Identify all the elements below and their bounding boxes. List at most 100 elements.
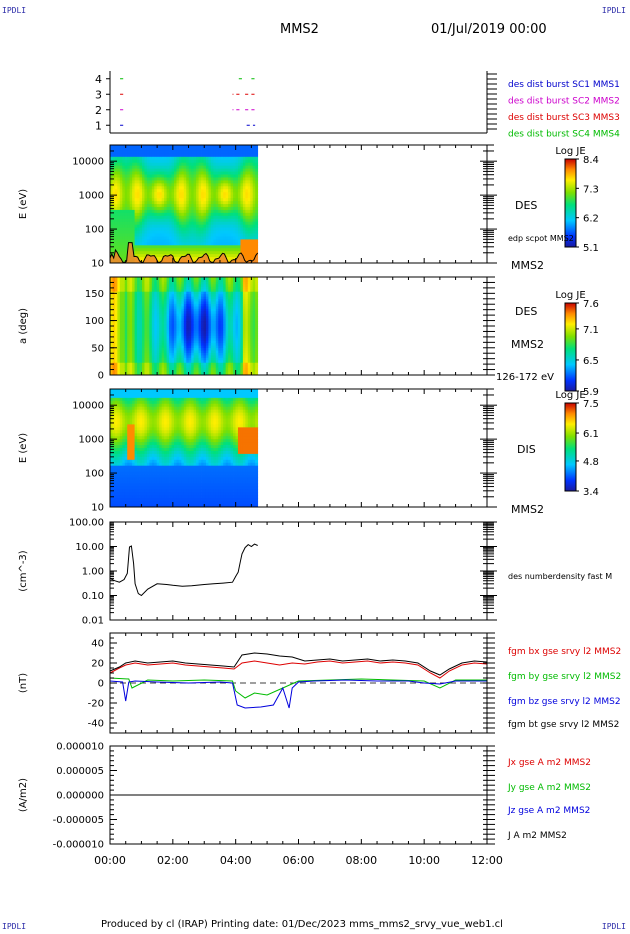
spectrogram-cell [203,177,207,181]
spectrogram-cell [223,236,227,240]
spectrogram-cell [235,150,239,155]
spectrogram-cell [112,192,116,196]
spectrogram-cell [119,306,123,310]
spectrogram-cell [228,201,231,205]
spectrogram-cell [193,236,197,240]
spectrogram-cell [144,303,148,307]
spectrogram-cell [144,248,148,252]
spectrogram-cell [181,206,185,211]
spectrogram-cell [208,281,212,285]
spectrogram-cell [151,289,155,293]
spectrogram-cell [225,301,229,305]
spectrogram-cell [173,355,177,359]
spectrogram-cell [154,362,158,366]
spectrogram-cell [220,245,224,249]
spectrogram-cell [198,340,202,344]
spectrogram-cell [127,365,131,369]
spectrogram-cell [112,477,116,481]
spectrogram-cell [191,360,195,364]
spectrogram-cell [196,345,199,349]
spectrogram-cell [171,294,175,297]
spectrogram-cell [245,313,249,317]
spectrogram-cell [225,251,229,255]
spectrogram-cell [188,189,192,193]
spectrogram-cell [156,227,160,231]
spectrogram-cell [230,279,234,283]
spectrogram-cell [132,218,136,223]
spectrogram-cell [215,162,219,167]
spectrogram-cell [255,248,259,252]
spectrogram-cell [124,365,128,369]
spectrogram-cell [124,362,128,366]
spectrogram-cell [252,174,256,178]
spectrogram-cell [235,365,239,369]
spectrogram-cell [129,145,133,149]
spectrogram-cell [228,177,231,181]
spectrogram-cell [141,186,145,190]
spectrogram-cell [237,355,241,359]
spectrogram-cell [233,227,236,231]
spectrogram-cell [169,333,172,337]
spectrogram-cell [141,301,145,305]
spectrogram-cell [156,357,160,361]
spectrogram-cell [210,224,214,228]
spectrogram-cell [208,236,212,240]
spectrogram-cell [250,281,254,285]
spectrogram-cell [151,174,155,178]
spectrogram-cell [186,316,190,320]
spectrogram-cell [149,365,153,369]
spectrogram-cell [127,350,131,354]
spectrogram-cell [110,308,113,312]
spectrogram-cell [114,189,118,193]
spectrogram-cell [242,245,246,249]
spectrogram-cell [188,338,192,342]
spectrogram-cell [139,165,143,169]
spectrogram-cell [119,299,123,302]
spectrogram-cell [201,372,204,376]
spectrogram-cell [151,308,155,312]
spectrogram-cell [196,289,199,293]
spectrogram-cell [235,209,239,214]
corner-mark-top-right: IPDLI [601,6,626,15]
spectrogram-cell [230,209,234,214]
spectrogram-cell [198,201,202,205]
spectrogram-cell [178,357,182,361]
spectrogram-cell [235,183,239,187]
spectrogram-cell [230,218,234,223]
spectrogram-cell [247,221,251,226]
spectrogram-cell [188,162,192,167]
spectrogram-cell [139,195,143,199]
spectrogram-cell [230,156,234,161]
spectrogram-cell [178,365,182,369]
spectrogram-cell [122,242,126,246]
spectrogram-cell [149,150,153,155]
spectrogram-cell [154,291,158,295]
spectrogram-cell [114,165,118,169]
spectrogram-cell [237,150,241,155]
spectrogram-cell [127,209,131,214]
spectrogram-cell [114,183,118,187]
spectrogram-cell [129,171,133,175]
spectrogram-cell [228,212,231,217]
spectrogram-cell [223,301,227,305]
spectrogram-cell [247,299,251,302]
spectrogram-cell [210,277,214,280]
spectrogram-cell [247,360,251,364]
spectrogram-cell [237,224,241,228]
spectrogram-cell [124,333,128,337]
spectrogram-cell [151,355,155,359]
spectrogram-cell [159,279,163,283]
spectrogram-cell [188,150,192,155]
spectrogram-cell [218,162,222,167]
spectrogram-cell [178,206,182,211]
spectrogram-cell [176,365,180,369]
spectrogram-cell [223,242,227,246]
spectrogram-cell [129,221,133,226]
spectrogram-cell [250,147,254,152]
spectrogram-cell [250,195,254,199]
spectrogram-cell [139,330,143,334]
spectrogram-cell [225,357,229,361]
spectrogram-cell [164,212,167,217]
spectrogram-cell [233,330,236,334]
spectrogram-cell [110,397,113,402]
